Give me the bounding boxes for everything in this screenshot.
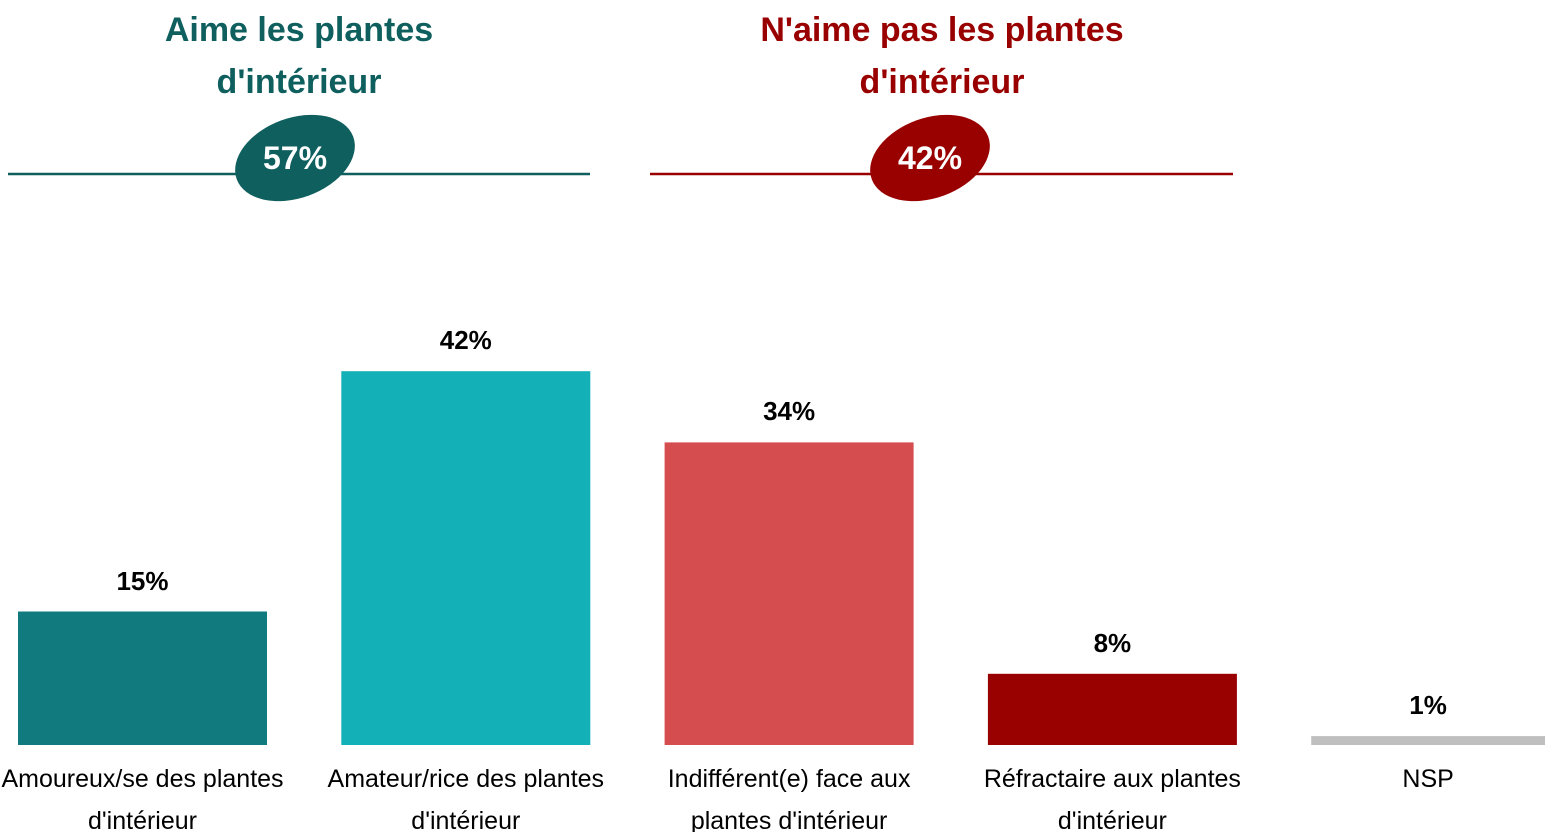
value-label: 42%: [439, 325, 492, 356]
group-title: Aime les plantes d'intérieur: [164, 11, 434, 101]
group-badge: [870, 114, 990, 202]
bar: [1311, 736, 1545, 745]
x-tick-label: Indifférent(e) face aux plantes d'intéri…: [667, 765, 911, 832]
bar: [341, 371, 591, 745]
group-title: N'aime pas les plantes d'intérieur: [760, 11, 1124, 101]
group-badge: [235, 114, 355, 202]
group-value-label: 42%: [897, 140, 963, 176]
value-label: 1%: [1409, 690, 1447, 721]
bar: [987, 673, 1237, 745]
x-tick-label: Amoureux/se des plantes d'intérieur: [1, 765, 284, 832]
x-tick-label: Réfractaire aux plantes d'intérieur: [983, 765, 1241, 832]
bar: [664, 442, 914, 745]
x-tick-label: NSP: [1402, 765, 1454, 793]
value-label: 34%: [763, 396, 816, 427]
value-label: 8%: [1093, 627, 1132, 658]
bar: [18, 611, 267, 745]
value-label: 15%: [116, 565, 169, 596]
group-value-label: 57%: [262, 140, 328, 176]
x-tick-label: Amateur/rice des plantes d'intérieur: [327, 765, 605, 832]
